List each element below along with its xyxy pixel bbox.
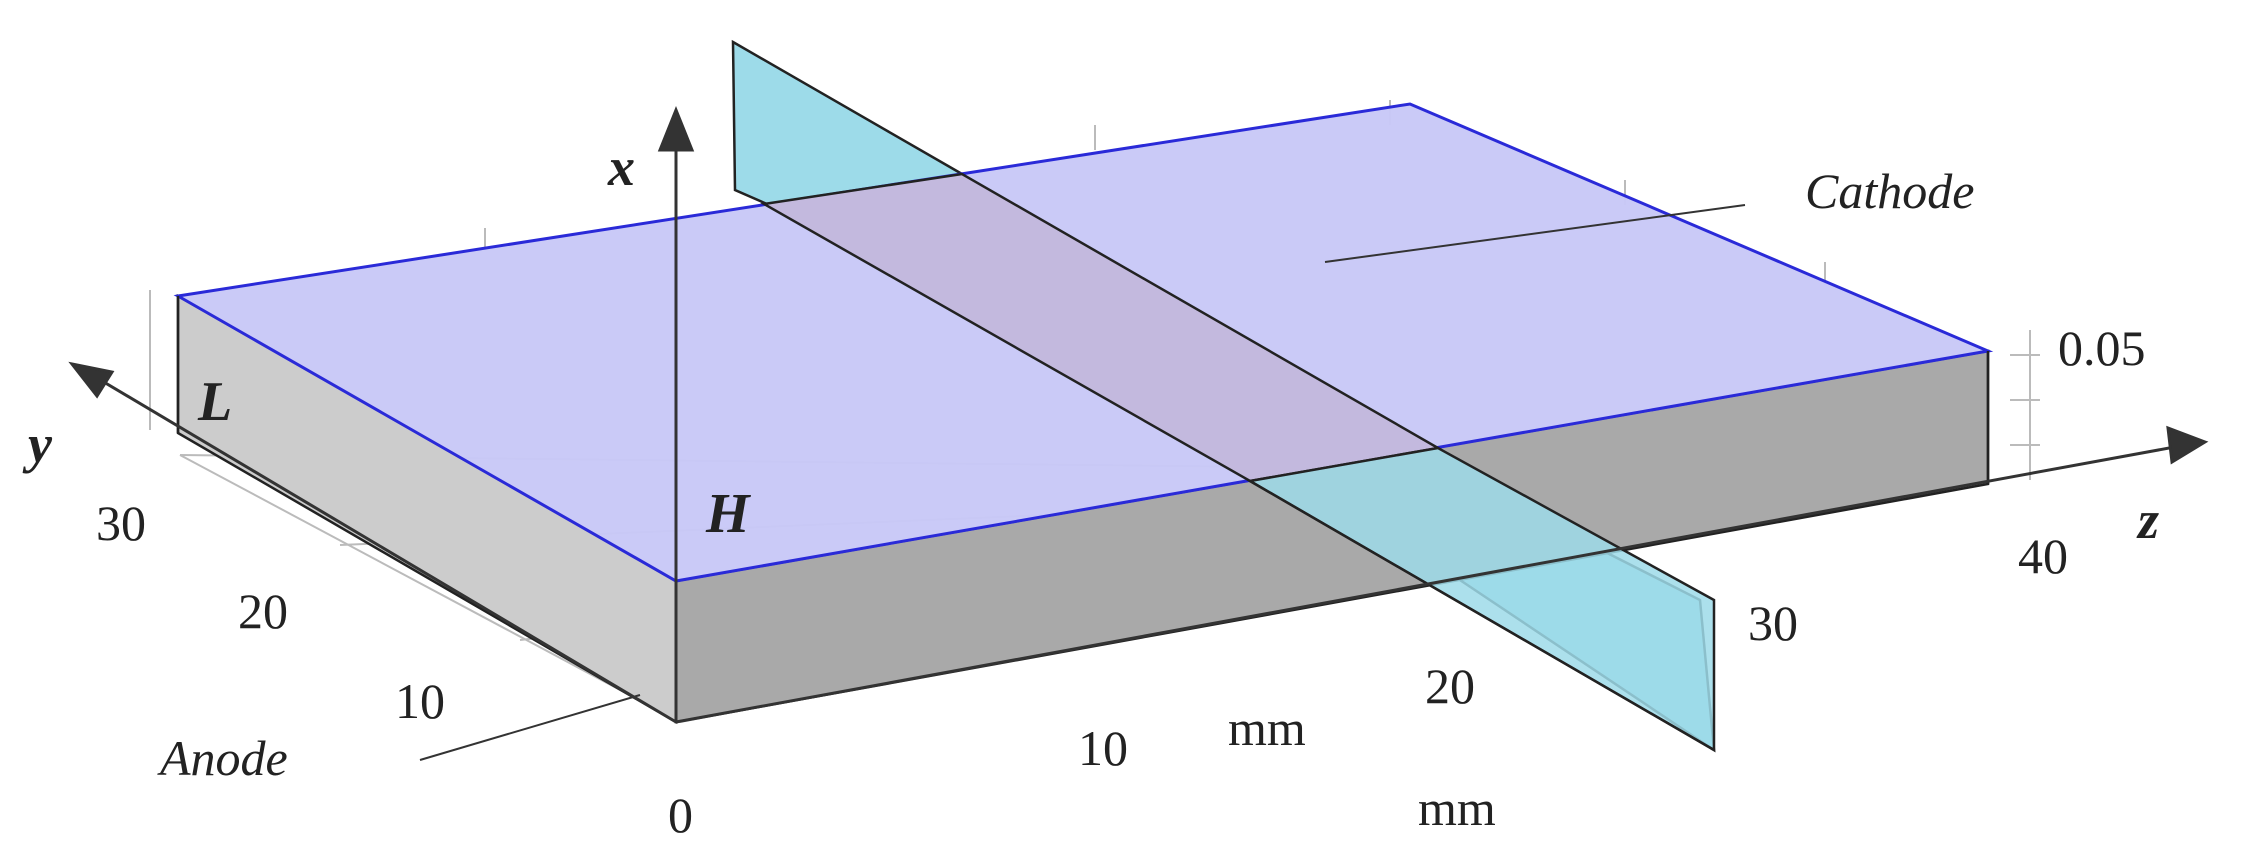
z-axis-line — [675, 444, 2181, 724]
z-tick-40: 40 — [2018, 528, 2068, 584]
z-tick-20: 20 — [1425, 658, 1475, 714]
y-axis-line — [91, 373, 677, 724]
x-axis-arrow-icon — [657, 105, 695, 152]
label-L: L — [197, 371, 232, 433]
height-value-label: 0.05 — [2058, 320, 2146, 376]
y-tick-20: 20 — [238, 583, 288, 639]
z-tick-30: 30 — [1748, 595, 1798, 651]
z-axis-arrow-icon — [2166, 425, 2209, 465]
anode-leader-line — [419, 694, 641, 761]
y-axis-arrow-icon — [68, 361, 115, 399]
box-edges — [176, 296, 1990, 484]
y-tick-30: 30 — [96, 495, 146, 551]
z-tick-0: 0 — [668, 787, 693, 843]
y-axis-label: y — [22, 414, 53, 474]
label-H: H — [705, 483, 751, 545]
anode-label: Anode — [157, 730, 288, 786]
cathode-leader-line — [1324, 204, 1746, 263]
y-tick-10: 10 — [395, 673, 445, 729]
x-axis-label: x — [607, 137, 635, 197]
z-axis-label: z — [2136, 490, 2159, 550]
cathode-label: Cathode — [1805, 163, 1974, 219]
z-tick-10: 10 — [1078, 720, 1128, 776]
plane-bottom-edge — [1249, 479, 1715, 752]
axes — [68, 105, 2209, 724]
z-unit-label: mm — [1228, 700, 1306, 756]
y-unit-label: mm — [1418, 780, 1496, 836]
